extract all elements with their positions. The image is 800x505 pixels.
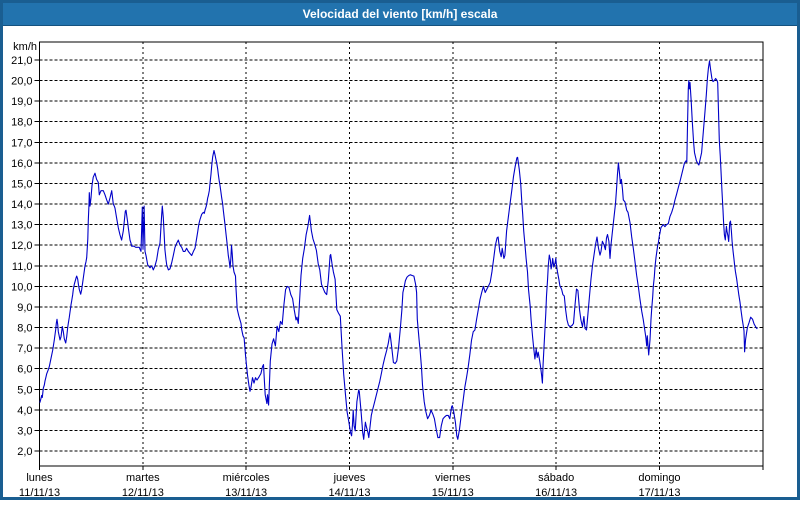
y-tick-label: 6,0 <box>17 364 32 376</box>
y-tick-label: 17,0 <box>11 137 32 149</box>
y-tick-label: 18,0 <box>11 117 32 129</box>
x-day-name: jueves <box>333 472 366 484</box>
y-tick-label: 10,0 <box>11 281 32 293</box>
x-day-name: miércoles <box>223 472 271 484</box>
x-day-date: 13/11/13 <box>225 487 267 499</box>
x-day-name: lunes <box>26 472 53 484</box>
y-tick-label: 11,0 <box>12 261 33 273</box>
y-tick-label: 4,0 <box>17 405 32 417</box>
y-tick-label: 14,0 <box>11 199 32 211</box>
x-day-name: viernes <box>435 472 471 484</box>
title-bar: Velocidad del viento [km/h] escala <box>3 3 797 26</box>
y-tick-label: 13,0 <box>11 220 32 232</box>
gridlines <box>39 42 763 466</box>
window-title: Velocidad del viento [km/h] escala <box>302 7 498 21</box>
x-day-date: 17/11/13 <box>638 487 680 499</box>
y-tick-label: 7,0 <box>17 343 32 355</box>
x-day-date: 14/11/13 <box>328 487 370 499</box>
x-day-name: martes <box>126 472 160 484</box>
x-day-date: 12/11/13 <box>122 487 164 499</box>
y-tick-label: 15,0 <box>11 178 32 190</box>
x-day-date: 16/11/13 <box>535 487 577 499</box>
y-tick-label: 8,0 <box>17 323 32 335</box>
y-tick-label: 12,0 <box>11 240 32 252</box>
y-tick-label: 9,0 <box>17 302 32 314</box>
x-day-name: sábado <box>538 472 574 484</box>
x-day-name: domingo <box>638 472 680 484</box>
y-tick-label: 20,0 <box>11 76 32 88</box>
wind-speed-line <box>39 60 758 440</box>
axes <box>34 41 764 470</box>
y-tick-label: 21,0 <box>11 55 32 67</box>
y-axis-unit-label: km/h <box>13 41 37 53</box>
axis-labels: 21,0 20,0 19,0 18,0 17,0 16,0 15,0 14,0 13,0 12,0… <box>11 41 680 499</box>
x-day-date: 11/11/13 <box>19 487 60 499</box>
y-tick-label: 2,0 <box>17 446 32 458</box>
y-tick-label: 19,0 <box>11 96 32 108</box>
y-tick-label: 3,0 <box>17 425 32 437</box>
x-day-date: 15/11/13 <box>432 487 474 499</box>
y-tick-label: 5,0 <box>17 384 32 396</box>
y-tick-label: 16,0 <box>11 158 32 170</box>
